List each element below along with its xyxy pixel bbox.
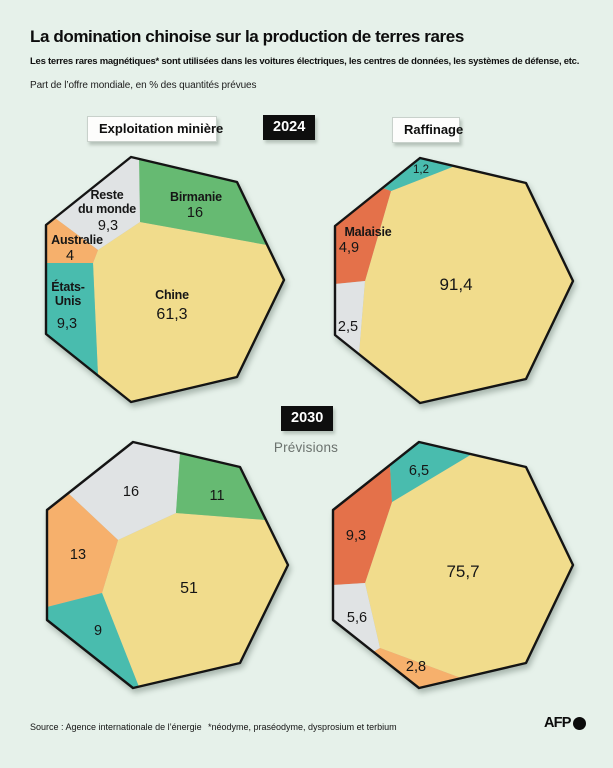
value-orange-dark: 9,3 [346,528,366,544]
value-reste: 16 [123,484,139,500]
segment-reste [333,583,380,652]
segment-orange-light [373,648,461,688]
segment-orange [47,493,118,607]
chart-refining-2024: 1,2 Malaisie 4,9 91,4 2,5 [333,156,575,405]
segment-chine [359,166,573,403]
source-text: Source : Agence internationale de l’éner… [30,722,202,732]
segment-chine [93,222,284,402]
value-etats-unis: 9,3 [57,316,77,332]
value-teal: 6,5 [409,463,429,479]
segment-reste [68,442,180,540]
segment-teal [47,593,139,688]
value-malaisie: 4,9 [339,240,359,256]
value-chine: 61,3 [156,306,187,323]
value-chine: 91,4 [439,275,472,294]
page-title: La domination chinoise sur la production… [30,27,464,46]
footnote-text: *néodyme, praséodyme, dysprosium et terb… [208,722,397,732]
segment-birmanie [139,159,267,245]
value-birmanie: 16 [187,205,203,221]
segment-teal [390,442,472,502]
value-reste: 5,6 [347,610,367,626]
previsions-label: Prévisions [273,440,339,455]
segment-etats-unis [46,263,98,376]
label-australie: Australie [51,233,103,247]
year-badge-2024: 2024 [263,115,316,140]
value-orange-light: 2,8 [406,659,426,675]
year-badge-2030: 2030 [281,406,334,431]
value-teal-small: 1,2 [413,164,429,176]
value-green: 11 [209,488,224,504]
unit-note: Part de l’offre mondiale, en % des quant… [30,80,257,91]
segment-australie [46,218,98,263]
segment-reste [335,281,365,354]
value-teal: 9 [94,623,102,639]
value-orange: 13 [70,547,86,563]
value-chine: 75,7 [446,562,479,581]
segment-teal-small [383,158,455,191]
segment-malaisie [335,188,391,284]
label-malaisie: Malaisie [344,225,391,239]
heptagon-outline-mining-2030 [45,440,290,690]
value-chine: 51 [180,580,198,597]
column-label-mining: Exploitation minière [87,116,223,142]
segment-orange-dark [333,465,392,585]
chart-refining-2030: 6,5 9,3 75,7 5,6 2,8 [331,440,575,690]
label-chine: Chine [155,288,189,302]
label-etats-unis: États-Unis [51,279,85,308]
segment-reste-du-monde [55,157,140,250]
subtitle: Les terres rares magnétiques* sont utili… [30,56,580,67]
value-reste-du-monde: 9,3 [98,218,118,234]
segment-chine [102,513,288,687]
chart-mining-2030: 16 11 13 9 51 [45,440,290,690]
label-reste-du-monde: Reste du monde [78,188,136,216]
heptagon-outline-refining-2024 [333,156,575,405]
afp-logo-text: AFP [544,715,571,731]
label-birmanie: Birmanie [170,190,222,204]
value-reste: 2,5 [338,319,358,335]
heptagon-outline-refining-2030 [331,440,575,690]
value-australie: 4 [66,248,74,264]
segment-green [176,453,266,520]
chart-mining-2024: Birmanie 16 Reste du monde 9,3 Australie … [44,155,286,404]
afp-dot-icon [572,717,586,730]
afp-logo: AFP [544,715,586,731]
heptagon-outline-mining-2024 [44,155,286,404]
column-label-refining: Raffinage [392,117,463,143]
segment-chine [365,454,573,678]
